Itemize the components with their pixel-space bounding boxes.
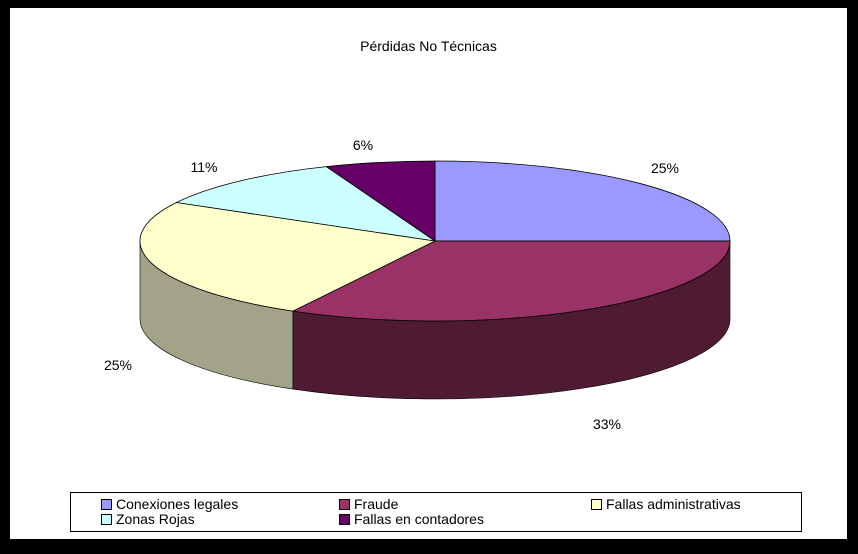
- pie-slice: [291, 240, 731, 322]
- legend-swatch-fallas-administrativas: [591, 499, 602, 510]
- chart-title: Pérdidas No Técnicas: [360, 38, 497, 54]
- legend-label: Conexiones legales: [116, 496, 239, 512]
- legend-label: Fallas en contadores: [354, 511, 484, 527]
- legend-item-conexiones-legales: Conexiones legales: [101, 497, 238, 512]
- legend-item-fallas-administrativas: Fallas administrativas: [591, 497, 741, 512]
- pie-chart: 25% 33% 25% 11% 6%: [104, 137, 731, 432]
- legend-item-fallas-en-contadores: Fallas en contadores: [339, 512, 484, 527]
- legend-label: Fallas administrativas: [606, 496, 741, 512]
- legend-item-fraude: Fraude: [339, 497, 398, 512]
- data-label: 33%: [593, 416, 621, 432]
- pie-slice: [175, 166, 436, 242]
- legend-label: Fraude: [354, 496, 399, 512]
- data-label: 6%: [353, 137, 373, 153]
- legend-swatch-fraude: [339, 499, 350, 510]
- data-label: 25%: [104, 357, 132, 373]
- pie-slice: [139, 202, 437, 312]
- legend-label: Zonas Rojas: [116, 511, 195, 527]
- legend-swatch-fallas-en-contadores: [339, 514, 350, 525]
- legend: Conexiones legales Fraude Fallas adminis…: [70, 492, 802, 532]
- chart-area: Pérdidas No Técnicas 25% 33% 25% 11% 6% Cone…: [10, 8, 847, 539]
- legend-swatch-zonas-rojas: [101, 514, 112, 525]
- pie-slice: [325, 160, 436, 242]
- pie-slice: [434, 160, 731, 242]
- legend-item-zonas-rojas: Zonas Rojas: [101, 512, 195, 527]
- data-label: 11%: [191, 159, 218, 175]
- legend-swatch-conexiones-legales: [101, 499, 112, 510]
- data-label: 25%: [651, 160, 679, 176]
